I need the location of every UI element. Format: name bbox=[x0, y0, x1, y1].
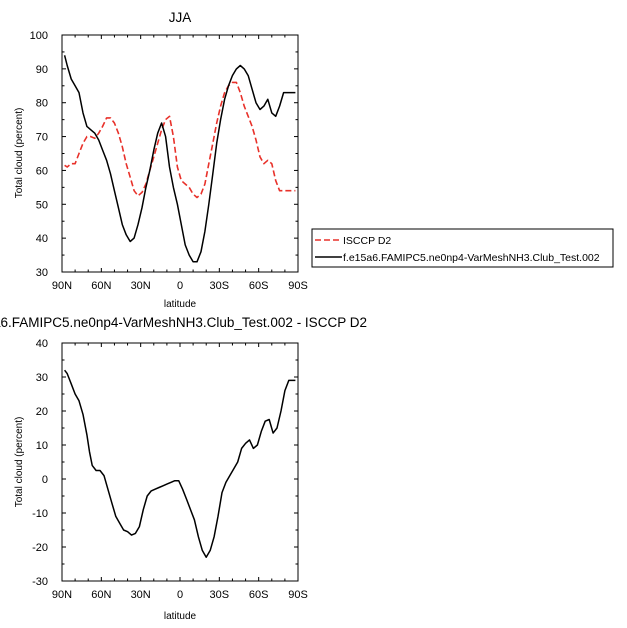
legend-box bbox=[311, 228, 614, 268]
chart-bottom-xtick-label: 60N bbox=[91, 589, 111, 601]
chart-top-ytick-label: 40 bbox=[36, 233, 48, 245]
chart-top-xtick-label: 60S bbox=[249, 280, 269, 292]
chart-top-xtick-label: 90N bbox=[52, 280, 72, 292]
chart-bottom-ytick-label: 40 bbox=[36, 338, 48, 350]
chart-bottom-xlabel: latitude bbox=[164, 611, 197, 622]
chart-top: JJA 90N 60N 30N 0 30S 60S 90S 30 40 50 60 70 80 90 100… bbox=[14, 10, 308, 310]
chart-top-xtick-label: 30S bbox=[210, 280, 230, 292]
chart-bottom-ylabel: Total cloud (percent) bbox=[14, 417, 25, 508]
chart-top-xtick-label: 30N bbox=[131, 280, 151, 292]
chart-bottom-ytick-label: -30 bbox=[32, 576, 48, 588]
chart-top-xtick-label: 60N bbox=[91, 280, 111, 292]
chart-top-series-line-2 bbox=[63, 55, 296, 263]
chart-bottom-plot-frame bbox=[61, 342, 299, 582]
chart-bottom-xtick-label: 90S bbox=[288, 589, 308, 601]
chart-top-ytick-label: 70 bbox=[36, 132, 48, 144]
chart-bottom-series-line-1 bbox=[64, 369, 296, 558]
chart-bottom-ytick-label: 30 bbox=[36, 372, 48, 384]
chart-top-ytick-label: 60 bbox=[36, 165, 48, 177]
chart-top-xlabel: latitude bbox=[164, 299, 197, 310]
chart-top-ytick-label: 100 bbox=[30, 30, 48, 42]
chart-bottom-ytick-label: -20 bbox=[32, 542, 48, 554]
legend: ISCCP D2 f.e15a6.FAMIPC5.ne0np4-VarMeshN… bbox=[311, 228, 614, 268]
chart-bottom-xtick-label: 90N bbox=[52, 589, 72, 601]
chart-bottom-ytick-label: -10 bbox=[32, 508, 48, 520]
chart-top-series-line-1 bbox=[64, 81, 296, 199]
chart-bottom-ytick-label: 10 bbox=[36, 440, 48, 452]
chart-bottom-xtick-label: 0 bbox=[177, 589, 183, 601]
legend-entry-isccp: ISCCP D2 bbox=[343, 235, 391, 247]
chart-bottom-xtick-label: 30S bbox=[210, 589, 230, 601]
chart-bottom-title: a6.FAMIPC5.ne0np4-VarMeshNH3.Club_Test.0… bbox=[0, 315, 367, 330]
chart-bottom: a6.FAMIPC5.ne0np4-VarMeshNH3.Club_Test.0… bbox=[0, 315, 367, 622]
chart-bottom-xtick-label: 60S bbox=[249, 589, 269, 601]
chart-top-plot-frame bbox=[61, 34, 299, 273]
chart-top-ytick-label: 50 bbox=[36, 199, 48, 211]
chart-bottom-ytick-label: 0 bbox=[42, 474, 48, 486]
legend-entry-model: f.e15a6.FAMIPC5.ne0np4-VarMeshNH3.Club_T… bbox=[343, 252, 600, 264]
chart-top-ytick-label: 80 bbox=[36, 98, 48, 110]
chart-top-ytick-label: 30 bbox=[36, 267, 48, 279]
chart-top-title: JJA bbox=[169, 10, 192, 25]
chart-top-xtick-label: 90S bbox=[288, 280, 308, 292]
chart-bottom-xtick-label: 30N bbox=[131, 589, 151, 601]
chart-top-ylabel: Total cloud (percent) bbox=[14, 108, 25, 199]
chart-bottom-ytick-label: 20 bbox=[36, 406, 48, 418]
chart-top-xtick-label: 0 bbox=[177, 280, 183, 292]
chart-top-ytick-label: 90 bbox=[36, 64, 48, 76]
